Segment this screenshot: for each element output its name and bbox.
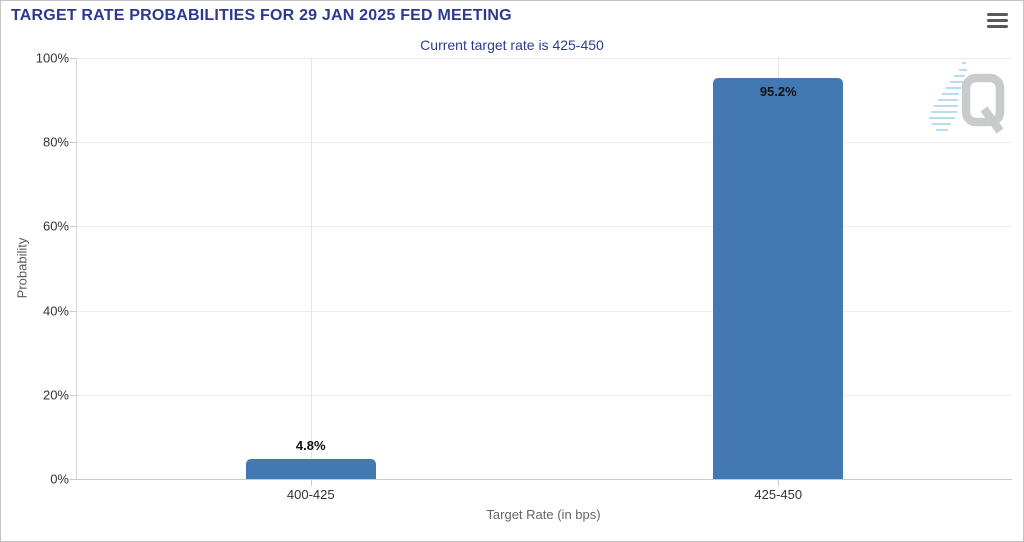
speed-lines-decoration xyxy=(929,62,967,131)
y-gridline xyxy=(77,310,1012,312)
probability-bar[interactable]: 95.2% xyxy=(713,78,844,479)
plot-area: 0% 20% 40% 60% 80% 100% 4.8% 400-425 95.2% 425-45… xyxy=(36,51,1012,502)
q-logo-watermark xyxy=(929,62,1005,134)
probability-bar[interactable]: 4.8% xyxy=(245,438,376,479)
y-axis-tick xyxy=(70,58,76,59)
y-tick-label: 20% xyxy=(42,387,69,403)
x-tick-label: 400-425 xyxy=(286,487,335,502)
y-axis-tick xyxy=(70,310,76,312)
x-axis-tick xyxy=(310,480,312,486)
x-gridline xyxy=(310,58,312,479)
x-axis-title: Target Rate (in bps) xyxy=(486,507,601,522)
x-tick-label: 425-450 xyxy=(754,487,803,502)
y-tick-label: 60% xyxy=(42,218,69,234)
chart-subtitle: Current target rate is 425-450 xyxy=(420,37,604,53)
y-axis-title: Probability xyxy=(14,237,30,299)
x-axis-tick xyxy=(778,480,780,486)
menu-bar xyxy=(987,19,1008,22)
hamburger-menu-icon[interactable] xyxy=(987,13,1008,31)
bar-value-label: 4.8% xyxy=(295,437,326,453)
y-tick-label: 0% xyxy=(50,471,69,487)
q-letter xyxy=(961,73,1005,134)
page-title: TARGET RATE PROBABILITIES FOR 29 JAN 202… xyxy=(11,7,512,24)
y-tick-label: 80% xyxy=(42,134,69,150)
y-axis-tick xyxy=(70,479,76,480)
y-axis-tick xyxy=(70,226,76,228)
bar-value-label: 95.2% xyxy=(759,84,797,100)
menu-bar xyxy=(987,13,1008,16)
y-gridline xyxy=(77,58,1012,59)
menu-bar xyxy=(987,25,1008,28)
y-gridline xyxy=(77,226,1012,228)
y-gridline xyxy=(77,142,1012,144)
y-gridline xyxy=(77,394,1012,396)
y-axis-tick xyxy=(70,394,76,396)
y-tick-label: 40% xyxy=(42,303,69,319)
y-axis-tick xyxy=(70,142,76,144)
y-tick-label: 100% xyxy=(35,50,69,66)
